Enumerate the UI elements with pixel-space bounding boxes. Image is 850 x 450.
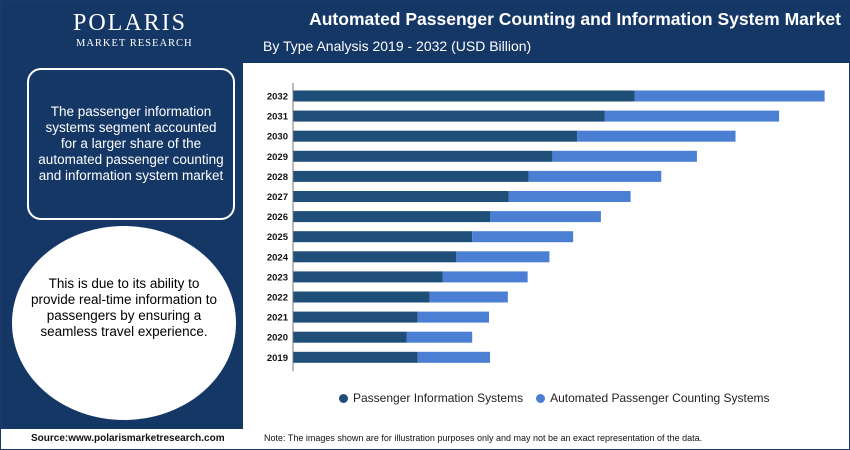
chart-subtitle: By Type Analysis 2019 - 2032 (USD Billio… xyxy=(263,38,532,54)
bar-passenger-information-2022 xyxy=(293,291,430,303)
brand-tagline: MARKET RESEARCH xyxy=(76,38,193,49)
y-tick-label-2027: 2027 xyxy=(267,192,288,203)
bar-automated-counting-2023 xyxy=(442,271,528,283)
bar-automated-counting-2022 xyxy=(429,291,508,303)
insight-circle xyxy=(9,223,239,423)
bar-passenger-information-2023 xyxy=(293,271,443,283)
y-tick-label-2026: 2026 xyxy=(267,212,288,223)
y-tick-label-2028: 2028 xyxy=(267,172,288,183)
brand-logo: POLARIS xyxy=(73,10,188,36)
bar-passenger-information-2027 xyxy=(293,191,509,202)
bar-automated-counting-2031 xyxy=(604,110,780,122)
bar-automated-counting-2027 xyxy=(508,191,631,202)
bar-passenger-information-2032 xyxy=(293,90,635,102)
bar-automated-counting-2024 xyxy=(456,251,550,263)
y-tick-label-2025: 2025 xyxy=(267,232,289,243)
source-text: Source:www.polarismarketresearch.com xyxy=(31,433,225,444)
bar-automated-counting-2019 xyxy=(417,351,491,363)
bar-automated-counting-2029 xyxy=(552,150,697,162)
bar-automated-counting-2030 xyxy=(577,130,736,142)
bar-passenger-information-2031 xyxy=(293,110,605,122)
y-tick-label-2022: 2022 xyxy=(267,293,288,304)
y-tick-label-2024: 2024 xyxy=(267,252,289,263)
bar-chart: 2032 2031 2030 2029 2028 2027 2026 2025 2024 2023… xyxy=(267,83,825,372)
bar-automated-counting-2028 xyxy=(528,170,662,182)
insight-box: The passenger information systems segmen… xyxy=(27,68,235,220)
y-tick-label-2019: 2019 xyxy=(267,353,288,364)
bar-automated-counting-2032 xyxy=(634,90,825,102)
y-tick-label-2021: 2021 xyxy=(267,313,289,324)
bar-passenger-information-2025 xyxy=(293,231,473,243)
y-tick-label-2020: 2020 xyxy=(267,333,288,344)
y-tick-label-2023: 2023 xyxy=(267,272,288,283)
bar-automated-counting-2020 xyxy=(406,331,473,343)
legend-item-automated-counting: Automated Passenger Counting Systems xyxy=(536,391,770,405)
footer-bar xyxy=(1,429,849,449)
legend-label-passenger-information: Passenger Information Systems xyxy=(353,391,524,405)
bar-passenger-information-2028 xyxy=(293,170,529,182)
bar-passenger-information-2019 xyxy=(293,351,418,363)
bar-passenger-information-2029 xyxy=(293,150,553,162)
legend-marker-passenger-information xyxy=(339,393,348,403)
bar-automated-counting-2021 xyxy=(417,311,490,323)
bar-passenger-information-2021 xyxy=(293,311,418,323)
legend-marker-automated-counting xyxy=(536,393,546,403)
legend-item-passenger-information: Passenger Information Systems xyxy=(339,391,523,405)
insight-circle-text: This is due to its ability to provide re… xyxy=(30,276,218,339)
insight-box-text: The passenger information systems segmen… xyxy=(38,104,224,183)
bar-passenger-information-2030 xyxy=(293,130,578,142)
bar-passenger-information-2026 xyxy=(293,211,491,223)
disclaimer-note: Note: The images shown are for illustrat… xyxy=(264,433,703,443)
bar-passenger-information-2024 xyxy=(293,251,457,263)
y-tick-label-2031: 2031 xyxy=(267,112,289,123)
bar-automated-counting-2025 xyxy=(472,231,574,243)
y-tick-label-2029: 2029 xyxy=(267,152,288,163)
chart-legend: Passenger Information Systems Automated … xyxy=(339,391,783,405)
bar-automated-counting-2026 xyxy=(490,211,601,223)
y-tick-label-2032: 2032 xyxy=(267,92,288,103)
chart-title: Automated Passenger Counting and Informa… xyxy=(309,9,841,29)
y-tick-label-2030: 2030 xyxy=(267,132,288,143)
header-bar xyxy=(1,1,849,63)
legend-label-automated-counting: Automated Passenger Counting Systems xyxy=(550,391,770,405)
bar-passenger-information-2020 xyxy=(293,331,407,343)
